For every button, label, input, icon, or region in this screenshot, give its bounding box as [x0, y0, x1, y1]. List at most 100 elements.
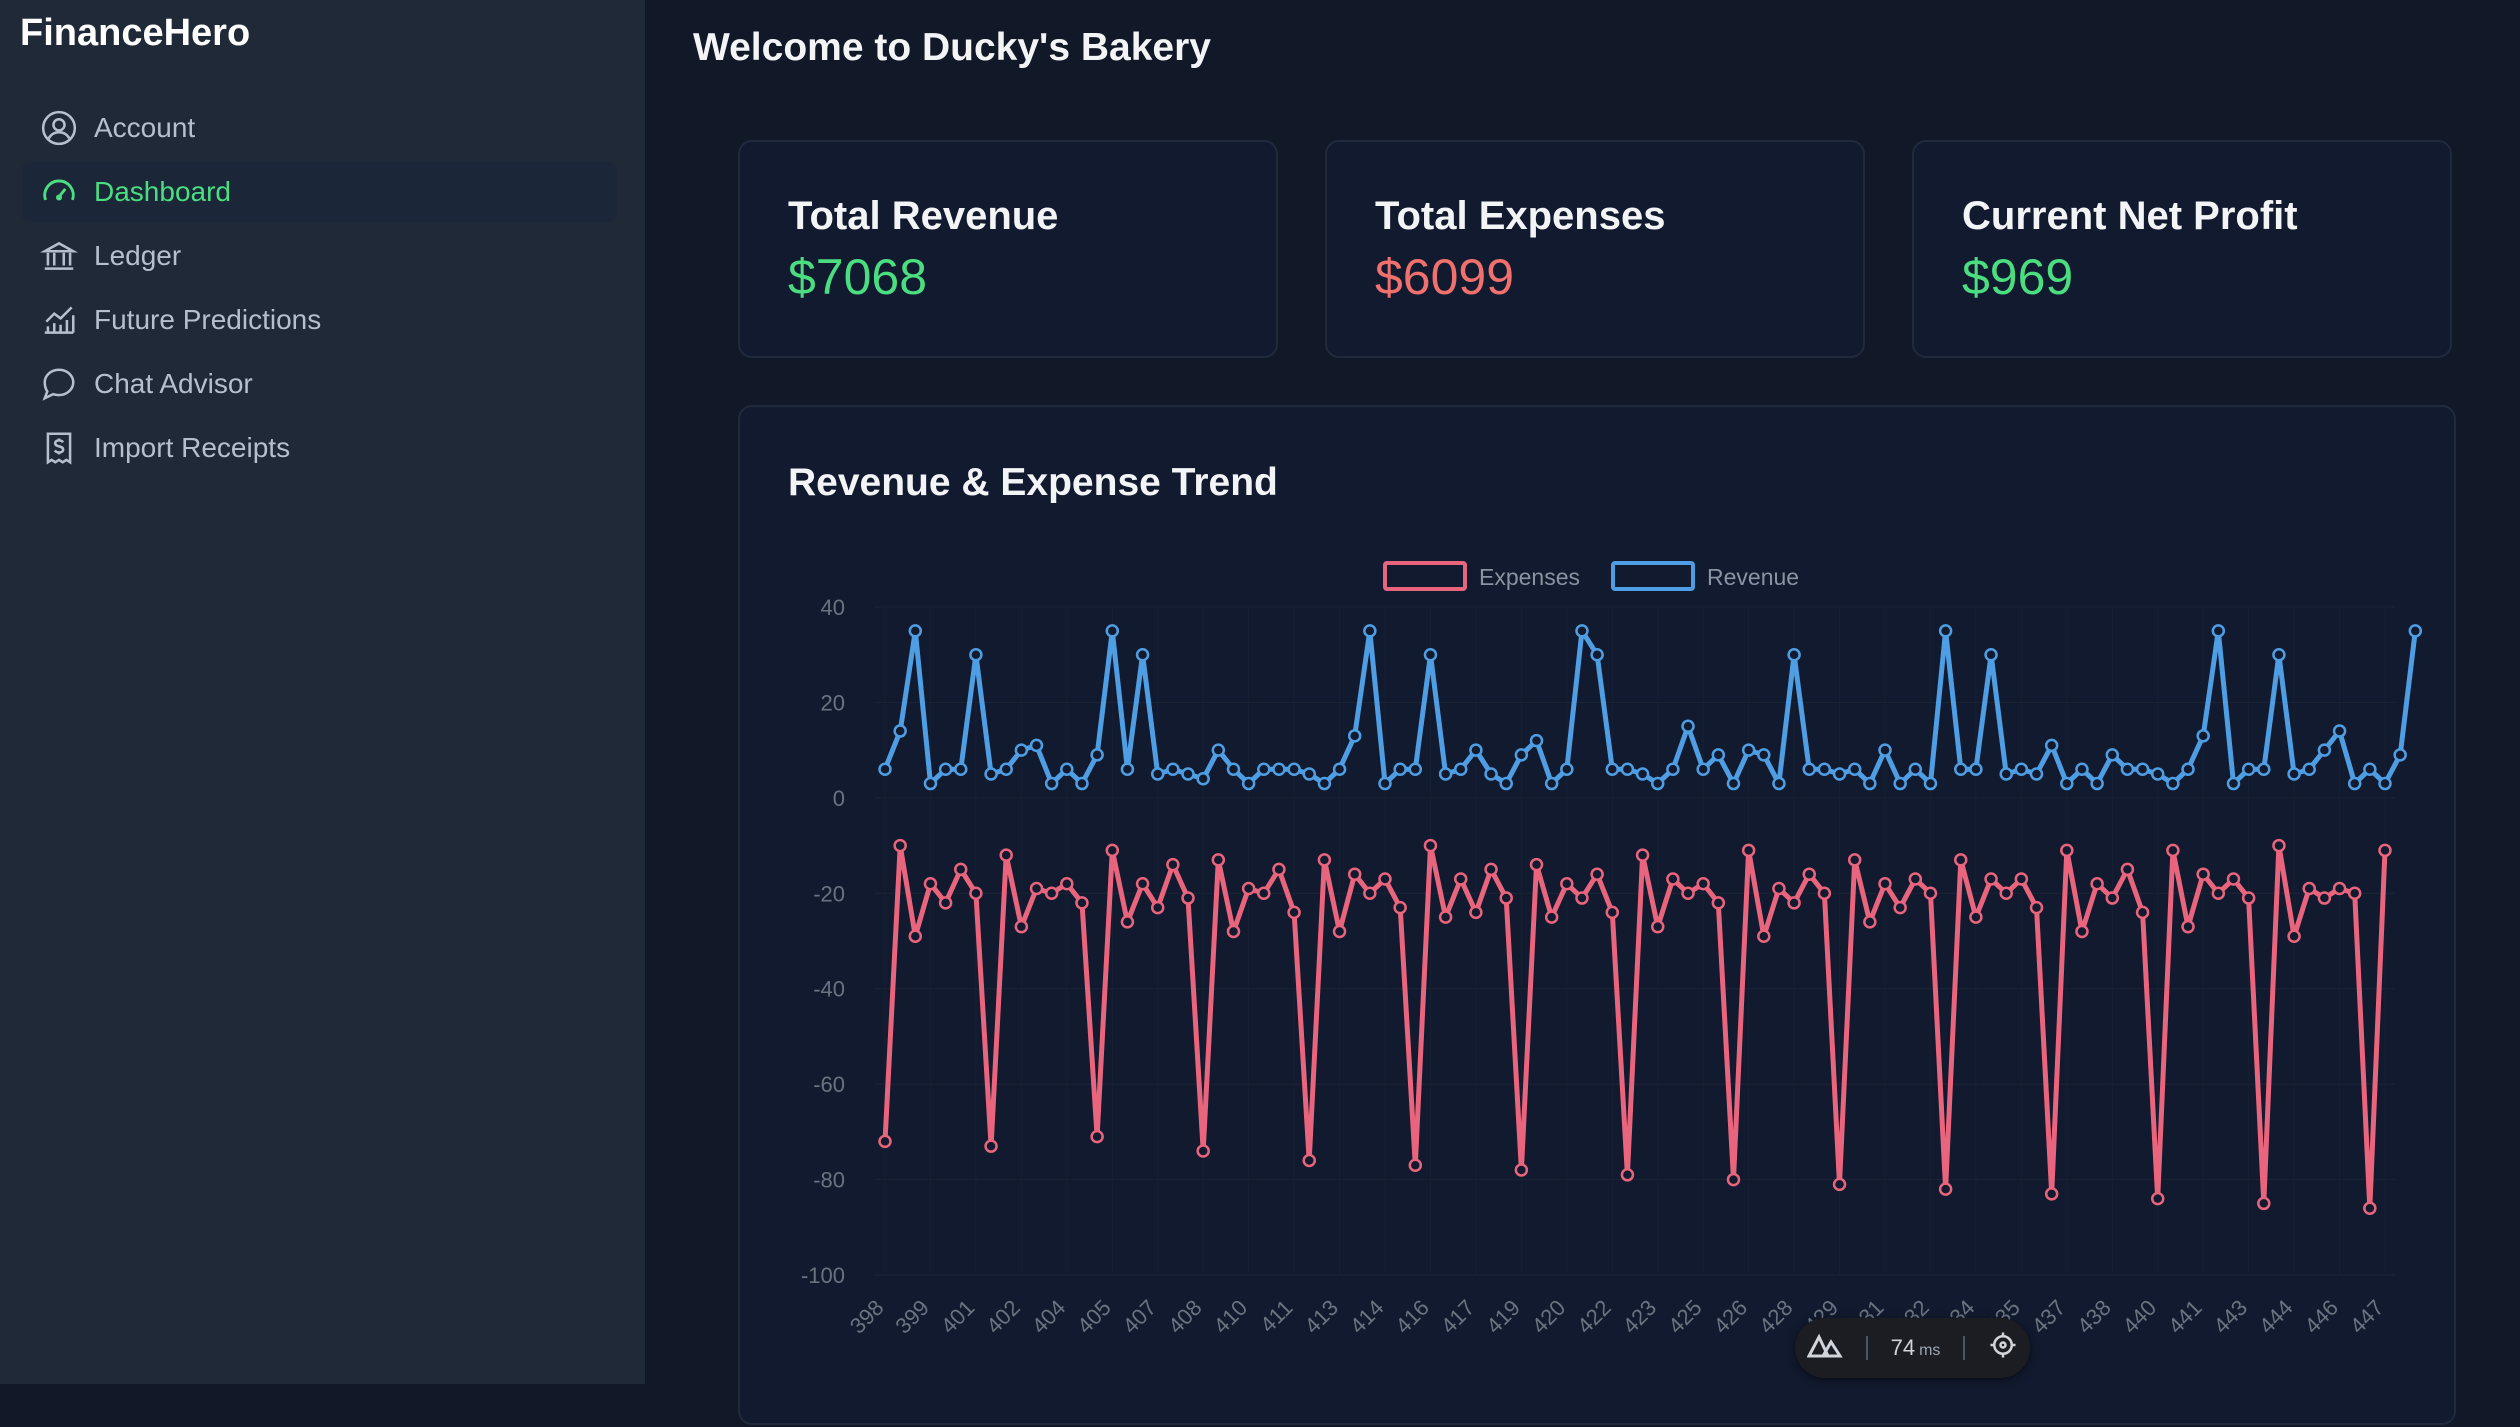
- data-point: [1560, 762, 1574, 776]
- data-point: [2075, 924, 2089, 939]
- total-revenue-card: Total Revenue $7068: [738, 140, 1278, 358]
- data-point: [1544, 776, 1559, 791]
- data-point: [1711, 896, 1726, 910]
- data-point: [938, 762, 953, 776]
- data-point: [1226, 924, 1241, 939]
- gauge-icon: [40, 173, 78, 211]
- data-point: [1560, 876, 1574, 891]
- data-point: [1575, 891, 1589, 905]
- bank-icon: [40, 237, 78, 275]
- data-point: [1772, 776, 1786, 791]
- x-tick-label: 398: [845, 1295, 889, 1339]
- data-point: [1150, 900, 1165, 915]
- data-point: [1378, 872, 1392, 886]
- data-point: [1408, 1158, 1423, 1173]
- data-point: [2317, 891, 2332, 905]
- data-point: [2029, 767, 2044, 781]
- data-point: [2196, 867, 2210, 881]
- data-point: [1969, 762, 1983, 776]
- y-tick-label: 0: [833, 786, 845, 811]
- x-tick-label: 402: [981, 1295, 1025, 1339]
- x-tick-label: 428: [1754, 1295, 1798, 1339]
- data-point: [1423, 647, 1438, 662]
- crosshair-icon[interactable]: [1988, 1330, 2018, 1366]
- data-point: [1135, 647, 1150, 662]
- series-line-expenses: [882, 843, 2388, 1211]
- x-tick-label: 443: [2209, 1295, 2253, 1339]
- data-point: [1499, 891, 1513, 905]
- data-point: [1211, 853, 1226, 867]
- data-point: [1847, 762, 1862, 776]
- data-point: [878, 762, 892, 776]
- data-point: [969, 886, 983, 901]
- main-content: Welcome to Ducky's Bakery Total Revenue …: [645, 0, 2520, 1425]
- legend-swatch: [1383, 561, 1467, 591]
- sidebar-item-account[interactable]: Account: [22, 98, 617, 158]
- data-point: [1287, 905, 1301, 920]
- data-point: [1620, 1168, 1635, 1182]
- data-point: [1787, 647, 1801, 662]
- sidebar-item-import-receipts[interactable]: Import Receipts: [22, 418, 617, 478]
- x-tick-label: 426: [1709, 1295, 1753, 1339]
- data-point: [1363, 886, 1377, 901]
- data-point: [2241, 762, 2256, 776]
- y-tick-label: 20: [821, 690, 845, 715]
- data-point: [2014, 872, 2029, 886]
- y-tick-label: -40: [813, 977, 845, 1002]
- divider: [1865, 1336, 1868, 1360]
- data-point: [1044, 886, 1059, 901]
- data-point: [1347, 867, 1362, 881]
- data-point: [1257, 886, 1271, 901]
- data-point: [1711, 748, 1726, 762]
- data-point: [2166, 843, 2180, 858]
- data-point: [1241, 881, 1256, 896]
- data-point: [2363, 1201, 2377, 1215]
- chart-title: Revenue & Expense Trend: [788, 461, 1278, 504]
- x-tick-label: 423: [1618, 1295, 1662, 1339]
- data-point: [1166, 857, 1180, 872]
- sidebar-item-ledger[interactable]: Ledger: [22, 226, 617, 286]
- data-point: [1257, 762, 1271, 776]
- x-tick-label: 422: [1572, 1295, 1616, 1339]
- data-point: [1681, 886, 1695, 901]
- data-point: [984, 767, 998, 781]
- data-point: [1090, 748, 1104, 762]
- data-point: [1241, 776, 1256, 791]
- brand-logo[interactable]: FinanceHero: [20, 12, 251, 54]
- data-point: [1726, 776, 1741, 791]
- sidebar-item-chat-advisor[interactable]: Chat Advisor: [22, 354, 617, 414]
- nuxt-logo-icon[interactable]: [1806, 1331, 1843, 1365]
- data-point: [984, 1139, 998, 1153]
- devtools-toolbar[interactable]: 74 ms: [1795, 1318, 2030, 1378]
- user-circle-icon: [40, 109, 78, 147]
- sidebar-item-future-predictions[interactable]: Future Predictions: [22, 290, 617, 350]
- data-point: [2181, 919, 2195, 934]
- data-point: [1923, 886, 1938, 901]
- total-expenses-card: Total Expenses $6099: [1325, 140, 1865, 358]
- data-point: [2196, 729, 2210, 743]
- data-point: [1317, 853, 1332, 867]
- data-point: [2044, 1187, 2059, 1201]
- data-point: [1499, 776, 1513, 791]
- legend-swatch: [1611, 561, 1695, 591]
- sidebar-item-dashboard[interactable]: Dashboard: [22, 162, 617, 222]
- data-point: [1302, 767, 1316, 781]
- data-point: [923, 776, 938, 791]
- data-point: [1120, 915, 1135, 929]
- data-point: [1014, 743, 1029, 757]
- data-point: [1378, 776, 1392, 791]
- data-point: [1347, 729, 1362, 743]
- data-point: [1802, 762, 1816, 776]
- data-point: [1181, 767, 1195, 781]
- data-point: [2257, 1196, 2271, 1211]
- data-point: [908, 929, 923, 943]
- x-tick-label: 405: [1072, 1295, 1116, 1339]
- data-point: [923, 876, 938, 891]
- x-tick-label: 410: [1209, 1295, 1253, 1339]
- data-point: [954, 862, 968, 877]
- card-label: Total Revenue: [788, 194, 1059, 238]
- data-point: [954, 762, 968, 776]
- chart-trend-icon: [40, 301, 78, 339]
- data-point: [1393, 900, 1407, 915]
- data-point: [1029, 738, 1044, 753]
